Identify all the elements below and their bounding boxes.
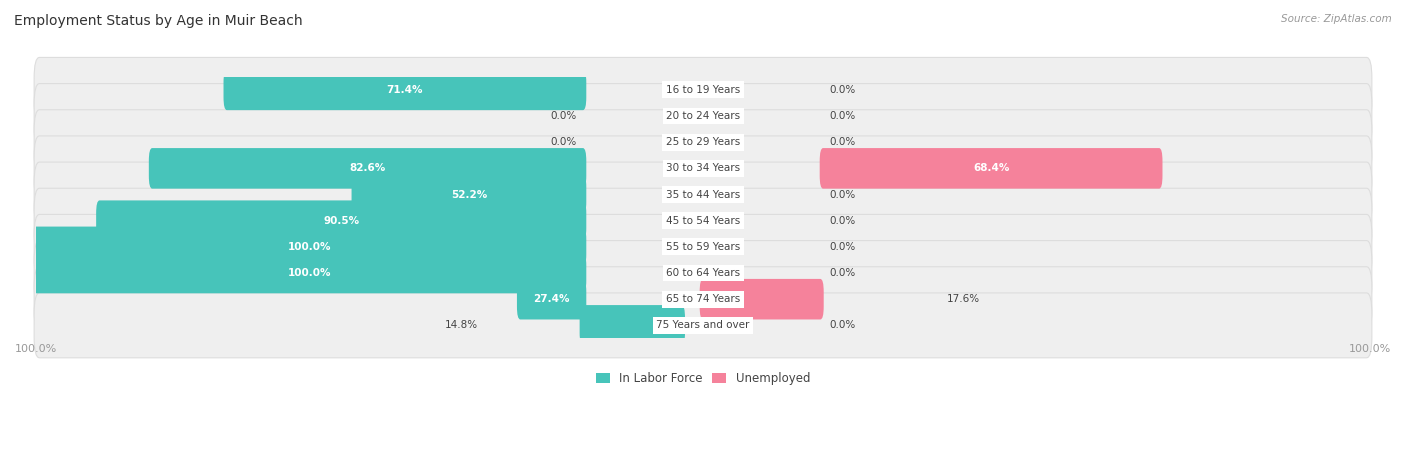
Text: 0.0%: 0.0%	[830, 189, 856, 199]
Text: 45 to 54 Years: 45 to 54 Years	[666, 216, 740, 226]
Text: 55 to 59 Years: 55 to 59 Years	[666, 242, 740, 252]
Text: Source: ZipAtlas.com: Source: ZipAtlas.com	[1281, 14, 1392, 23]
Text: 0.0%: 0.0%	[550, 111, 576, 121]
FancyBboxPatch shape	[820, 148, 1163, 189]
FancyBboxPatch shape	[352, 174, 586, 215]
Text: 20 to 24 Years: 20 to 24 Years	[666, 111, 740, 121]
Text: 25 to 29 Years: 25 to 29 Years	[666, 137, 740, 147]
FancyBboxPatch shape	[34, 214, 1372, 279]
Text: 0.0%: 0.0%	[830, 85, 856, 95]
Text: 65 to 74 Years: 65 to 74 Years	[666, 294, 740, 304]
Text: 16 to 19 Years: 16 to 19 Years	[666, 85, 740, 95]
Text: 75 Years and over: 75 Years and over	[657, 320, 749, 331]
Legend: In Labor Force, Unemployed: In Labor Force, Unemployed	[591, 368, 815, 390]
FancyBboxPatch shape	[34, 267, 1372, 331]
FancyBboxPatch shape	[34, 83, 1372, 148]
Text: 35 to 44 Years: 35 to 44 Years	[666, 189, 740, 199]
Text: 27.4%: 27.4%	[533, 294, 569, 304]
FancyBboxPatch shape	[34, 293, 1372, 358]
FancyBboxPatch shape	[34, 188, 1372, 253]
FancyBboxPatch shape	[34, 240, 1372, 305]
Text: 0.0%: 0.0%	[830, 320, 856, 331]
Text: 14.8%: 14.8%	[444, 320, 478, 331]
FancyBboxPatch shape	[32, 253, 586, 293]
Text: 0.0%: 0.0%	[830, 268, 856, 278]
Text: 0.0%: 0.0%	[830, 137, 856, 147]
FancyBboxPatch shape	[34, 136, 1372, 201]
FancyBboxPatch shape	[34, 110, 1372, 175]
FancyBboxPatch shape	[96, 200, 586, 241]
Text: 0.0%: 0.0%	[830, 111, 856, 121]
Text: 71.4%: 71.4%	[387, 85, 423, 95]
Text: 0.0%: 0.0%	[830, 242, 856, 252]
Text: 30 to 34 Years: 30 to 34 Years	[666, 163, 740, 173]
Text: 52.2%: 52.2%	[451, 189, 486, 199]
Text: 17.6%: 17.6%	[948, 294, 980, 304]
Text: 68.4%: 68.4%	[973, 163, 1010, 173]
FancyBboxPatch shape	[224, 69, 586, 110]
FancyBboxPatch shape	[34, 162, 1372, 227]
Text: Employment Status by Age in Muir Beach: Employment Status by Age in Muir Beach	[14, 14, 302, 28]
FancyBboxPatch shape	[579, 305, 685, 345]
FancyBboxPatch shape	[517, 279, 586, 319]
Text: 82.6%: 82.6%	[350, 163, 385, 173]
FancyBboxPatch shape	[34, 57, 1372, 122]
FancyBboxPatch shape	[149, 148, 586, 189]
FancyBboxPatch shape	[32, 226, 586, 267]
Text: 0.0%: 0.0%	[830, 216, 856, 226]
FancyBboxPatch shape	[700, 279, 824, 319]
Text: 60 to 64 Years: 60 to 64 Years	[666, 268, 740, 278]
Text: 90.5%: 90.5%	[323, 216, 360, 226]
Text: 100.0%: 100.0%	[288, 242, 332, 252]
Text: 100.0%: 100.0%	[288, 268, 332, 278]
Text: 0.0%: 0.0%	[550, 137, 576, 147]
